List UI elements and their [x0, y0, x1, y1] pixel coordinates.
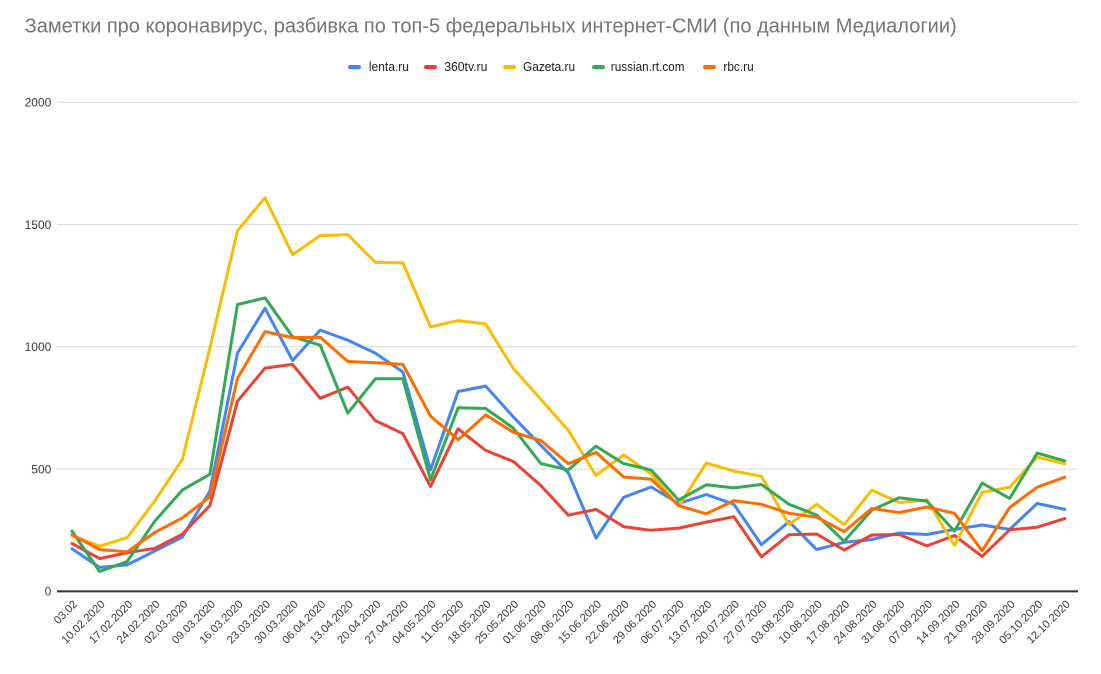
- svg-text:1000: 1000: [25, 340, 52, 354]
- svg-text:500: 500: [31, 462, 51, 476]
- svg-text:Gazeta.ru: Gazeta.ru: [523, 59, 575, 74]
- svg-text:rbc.ru: rbc.ru: [723, 59, 753, 74]
- svg-text:russian.rt.com: russian.rt.com: [611, 59, 685, 74]
- svg-text:0: 0: [45, 585, 52, 599]
- svg-text:lenta.ru: lenta.ru: [369, 59, 409, 74]
- svg-text:2000: 2000: [25, 95, 52, 109]
- svg-text:Заметки про коронавирус, разби: Заметки про коронавирус, разбивка по топ…: [25, 15, 957, 37]
- svg-text:360tv.ru: 360tv.ru: [444, 59, 487, 74]
- svg-text:1500: 1500: [25, 218, 52, 232]
